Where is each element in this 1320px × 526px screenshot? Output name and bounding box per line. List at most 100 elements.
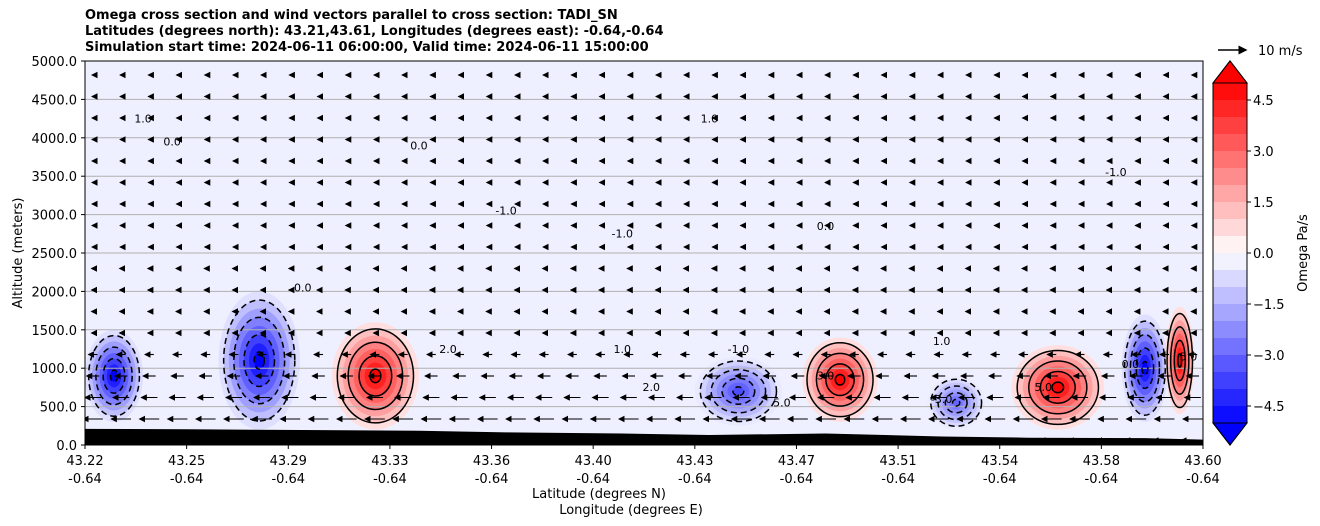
omega-fill-updraft-8-7 [1177, 353, 1182, 368]
colorbar-segment-6 [1213, 185, 1247, 203]
colorbar-outline [1212, 60, 1248, 446]
contour-updraft-5-5 [1039, 370, 1076, 404]
x-axis: 43.22 -0.64 43.25 -0.64 43.29 -0.64 43.33 -0.64… [66, 445, 1222, 487]
y-tick-label-8: 4000.0 [32, 132, 78, 147]
x-tick-label-lat-4: 43.36 [473, 454, 510, 469]
colorbar-segment-10 [1213, 253, 1247, 271]
colorbar-segment-16 [1213, 355, 1247, 373]
contour-updraft-3-5 [825, 363, 855, 397]
y-tick-label-2: 1000.0 [32, 362, 78, 377]
x-tick-label-lat-2: 43.29 [270, 454, 307, 469]
y-axis-label: Altitude (meters) [11, 198, 26, 309]
contour-downdraft-1-3 [233, 316, 286, 405]
contour-label-15: 5.0 [1035, 381, 1053, 394]
y-tick-label-7: 3500.0 [32, 170, 78, 185]
colorbar-tick-label-1: 3.0 [1253, 145, 1274, 160]
colorbar-tick-label-4: −1.5 [1253, 298, 1285, 313]
contour-downdraft-7-5 [1135, 347, 1155, 390]
x-axis-label-lon: Longitude (degrees E) [559, 503, 703, 518]
contour-label-2: 0.0 [294, 281, 312, 294]
omega-fill-updraft-5-7 [1051, 382, 1064, 393]
y-tick-label-10: 5000.0 [32, 55, 78, 70]
x-tick-label-lon-1: -0.64 [170, 472, 204, 487]
contour-updraft-5-3 [1028, 360, 1088, 415]
y-tick-label-0: 0.0 [56, 439, 77, 454]
y-tick-label-1: 500.0 [40, 401, 77, 416]
contour-label-4: 2.0 [439, 343, 457, 356]
x-tick-label-lat-3: 43.33 [371, 454, 408, 469]
contour-updraft-3-3 [815, 352, 865, 407]
x-tick-label-lon-0: -0.64 [68, 472, 102, 487]
y-tick-label-6: 3000.0 [32, 209, 78, 224]
contour-updraft-8-5 [1173, 339, 1186, 382]
contour-downdraft-7-1 [1123, 320, 1166, 416]
colorbar-segment-8 [1213, 219, 1247, 237]
x-tick-label-lon-9: -0.64 [983, 472, 1017, 487]
contour-label-6: -1.0 [611, 228, 632, 241]
omega-fill-downdraft-4-7 [732, 386, 744, 396]
contour-label-16: -1.0 [1105, 166, 1126, 179]
chart-title-line-1: Omega cross section and wind vectors par… [85, 8, 618, 23]
contour-label-17: 0.0 [1122, 358, 1140, 371]
x-tick-label-lat-5: 43.40 [575, 454, 612, 469]
colorbar-segment-14 [1213, 321, 1247, 339]
x-tick-label-lat-7: 43.47 [778, 454, 815, 469]
x-axis-label-lat: Latitude (degrees N) [532, 487, 666, 502]
contour-downdraft-6-3 [937, 385, 976, 421]
x-tick-label-lat-6: 43.43 [676, 454, 713, 469]
colorbar: 4.5 3.0 1.5 0.0 −1.5 −3.0 −4.5 [1211, 60, 1285, 446]
quiver-key-label: 10 m/s [1258, 44, 1303, 59]
colorbar-segment-15 [1213, 338, 1247, 356]
contour-updraft-8-1 [1166, 312, 1194, 409]
colorbar-segment-2 [1213, 117, 1247, 135]
contour-label-5: -1.0 [495, 205, 516, 218]
contour-downdraft-7-3 [1129, 333, 1161, 403]
x-tick-label-lon-7: -0.64 [780, 472, 814, 487]
contour-downdraft-1-5 [243, 333, 276, 388]
chart-title-line-3: Simulation start time: 2024-06-11 06:00:… [85, 40, 649, 55]
contour-downdraft-4-7 [732, 386, 745, 397]
colorbar-label: Omega Pa/s [1296, 214, 1311, 292]
contour-labels: 1.0 0.0 0.0 0.0 2.0 -1.0 -1.0 1.0 2.0 1.0 -1.0 5.0 0… [134, 112, 1197, 409]
contour-downdraft-6-7 [951, 398, 961, 407]
x-tick-label-lon-3: -0.64 [373, 472, 407, 487]
colorbar-tick-label-0: 4.5 [1253, 94, 1274, 109]
contour-label-9: 1.0 [701, 112, 719, 125]
contour-label-11: 5.0 [773, 397, 791, 410]
contour-updraft-8-3 [1169, 326, 1190, 395]
x-tick-label-lon-5: -0.64 [576, 472, 610, 487]
x-tick-label-lat-8: 43.51 [879, 454, 916, 469]
colorbar-segment-18 [1213, 389, 1247, 407]
plot-area: 1.0 0.0 0.0 0.0 2.0 -1.0 -1.0 1.0 2.0 1.0 -1.0 5.0 0… [84, 60, 1204, 446]
x-tick-label-lat-9: 43.54 [981, 454, 1018, 469]
x-tick-label-lon-6: -0.64 [678, 472, 712, 487]
x-tick-label-lon-11: -0.64 [1186, 472, 1220, 487]
terrain [85, 428, 1203, 445]
colorbar-segment-0 [1213, 83, 1247, 101]
contour-updraft-0-1 [336, 328, 415, 424]
contour-label-14: -3.0 [931, 393, 952, 406]
x-tick-label-lat-10: 43.58 [1083, 454, 1120, 469]
y-tick-label-3: 1500.0 [32, 324, 78, 339]
contour-downdraft-1-1 [222, 299, 296, 422]
colorbar-segment-9 [1213, 236, 1247, 254]
colorbar-tick-label-6: −4.5 [1253, 400, 1285, 415]
colorbar-tick-label-3: 0.0 [1253, 247, 1274, 262]
x-tick-label-lon-10: -0.64 [1085, 472, 1119, 487]
contour-updraft-3-1 [806, 342, 874, 418]
contour-downdraft-6-1 [930, 378, 983, 428]
contour-downdraft-4-5 [721, 377, 756, 405]
omega-fill-updraft-3-7 [835, 374, 845, 385]
contour-downdraft-6-5 [944, 391, 968, 414]
contour-label-8: 2.0 [643, 381, 661, 394]
colorbar-extend-bottom [1211, 422, 1249, 446]
contour-updraft-5-7 [1051, 381, 1065, 394]
chart-title-line-2: Latitudes (degrees north): 43.21,43.61, … [85, 24, 664, 39]
contour-label-12: 0.0 [817, 220, 835, 233]
colorbar-tick-label-5: −3.0 [1253, 349, 1285, 364]
x-tick-label-lat-0: 43.22 [66, 454, 103, 469]
colorbar-segment-17 [1213, 372, 1247, 390]
colorbar-segment-12 [1213, 287, 1247, 305]
contour-label-1: 0.0 [163, 135, 181, 148]
